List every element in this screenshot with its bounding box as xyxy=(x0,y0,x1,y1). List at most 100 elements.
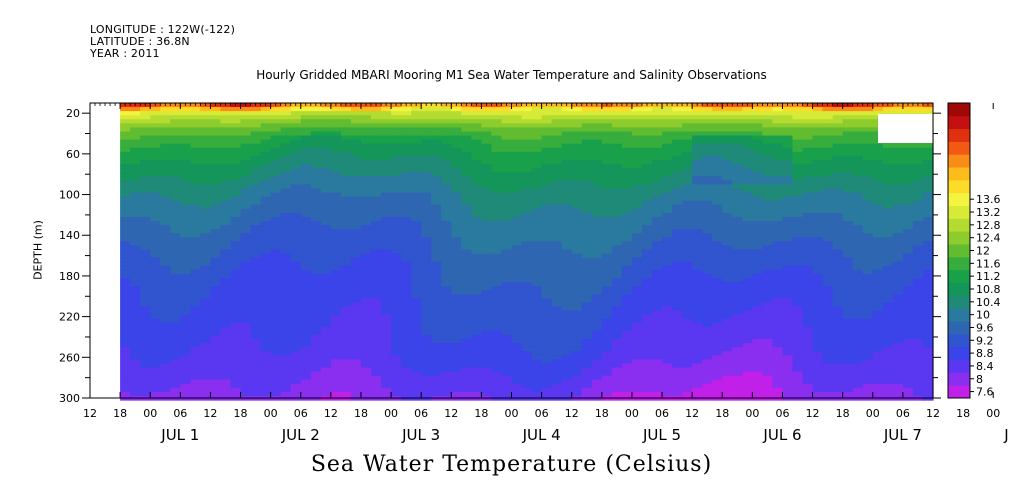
heatmap-cell xyxy=(320,241,332,247)
heatmap-cell xyxy=(170,159,181,165)
heatmap-cell xyxy=(521,119,533,124)
heatmap-cell xyxy=(702,257,713,263)
heatmap-cell xyxy=(340,253,352,259)
heatmap-cell xyxy=(652,269,663,275)
heatmap-cell xyxy=(682,172,693,177)
heatmap-cell xyxy=(802,188,814,194)
heatmap-cell xyxy=(531,282,543,287)
heatmap-cell xyxy=(782,229,794,234)
heatmap-cell xyxy=(712,302,723,308)
heatmap-cell xyxy=(561,221,573,226)
heatmap-cell xyxy=(722,273,733,279)
heatmap-cell xyxy=(381,302,392,308)
heatmap-cell xyxy=(300,123,312,129)
heatmap-cell xyxy=(401,139,412,145)
heatmap-cell xyxy=(451,314,462,320)
heatmap-cell xyxy=(501,371,513,377)
heatmap-cell xyxy=(702,245,713,251)
heatmap-cell xyxy=(180,326,191,332)
heatmap-cell xyxy=(461,306,472,312)
heatmap-cell xyxy=(611,245,623,251)
heatmap-cell xyxy=(451,115,462,120)
heatmap-cell xyxy=(391,306,402,312)
heatmap-cell xyxy=(712,176,723,181)
heatmap-cell xyxy=(130,290,141,295)
heatmap-cell xyxy=(621,139,633,145)
heatmap-cell xyxy=(782,196,794,202)
heatmap-cell xyxy=(290,277,302,283)
heatmap-cell xyxy=(531,391,543,397)
heatmap-cell xyxy=(360,306,372,312)
heatmap-cell xyxy=(411,306,422,312)
heatmap-cell xyxy=(672,131,683,137)
heatmap-cell xyxy=(722,123,733,129)
heatmap-cell xyxy=(511,225,523,230)
heatmap-cell xyxy=(150,233,161,238)
heatmap-cell xyxy=(371,111,382,116)
heatmap-cell xyxy=(340,306,352,312)
heatmap-cell xyxy=(641,253,653,259)
heatmap-cell xyxy=(180,139,191,145)
heatmap-cell xyxy=(431,334,442,340)
heatmap-cell xyxy=(531,237,543,242)
heatmap-cell xyxy=(220,245,232,251)
heatmap-cell xyxy=(782,318,794,324)
heatmap-cell xyxy=(722,143,733,149)
heatmap-cell xyxy=(491,347,503,352)
heatmap-cell xyxy=(250,107,262,112)
heatmap-cell xyxy=(561,367,573,373)
heatmap-cell xyxy=(200,131,212,137)
heatmap-cell xyxy=(391,286,402,291)
heatmap-cell xyxy=(551,115,563,120)
heatmap-cell xyxy=(140,200,151,206)
heatmap-cell xyxy=(772,139,784,145)
longitude-label: LONGITUDE : 122W(-122) xyxy=(90,23,236,36)
heatmap-cell xyxy=(381,269,392,275)
heatmap-cell xyxy=(360,347,372,352)
heatmap-cell xyxy=(180,200,191,206)
heatmap-cell xyxy=(371,286,382,291)
heatmap-cell xyxy=(712,391,723,397)
heatmap-cell xyxy=(792,107,804,112)
heatmap-cell xyxy=(692,257,703,263)
heatmap-cell xyxy=(200,330,212,336)
heatmap-cell xyxy=(360,322,372,328)
heatmap-cell xyxy=(130,212,141,218)
heatmap-cell xyxy=(180,387,191,393)
heatmap-cell xyxy=(792,221,804,226)
heatmap-cell xyxy=(150,164,161,169)
heatmap-cell xyxy=(381,371,392,377)
heatmap-cell xyxy=(732,233,743,238)
heatmap-cell xyxy=(371,119,382,124)
heatmap-cell xyxy=(240,225,252,230)
heatmap-cell xyxy=(441,233,452,238)
heatmap-cell xyxy=(300,261,312,267)
heatmap-cell xyxy=(371,200,382,206)
heatmap-cell xyxy=(330,233,342,238)
heatmap-cell xyxy=(621,355,633,360)
heatmap-cell xyxy=(742,176,753,181)
heatmap-cell xyxy=(732,172,743,177)
heatmap-cell xyxy=(641,273,653,279)
heatmap-cell xyxy=(581,253,593,259)
heatmap-cell xyxy=(561,318,573,324)
heatmap-cell xyxy=(140,225,151,230)
heatmap-cell xyxy=(641,139,653,145)
heatmap-cell xyxy=(441,306,452,312)
heatmap-cell xyxy=(621,155,633,161)
heatmap-cell xyxy=(200,107,212,112)
heatmap-cell xyxy=(240,172,252,177)
heatmap-cell xyxy=(551,253,563,259)
heatmap-cell xyxy=(280,302,292,308)
heatmap-cell xyxy=(591,375,603,381)
heatmap-cell xyxy=(421,351,432,356)
heatmap-cell xyxy=(782,359,794,365)
heatmap-cell xyxy=(531,387,543,393)
heatmap-cell xyxy=(601,302,613,308)
heatmap-cell xyxy=(541,131,553,137)
heatmap-cell xyxy=(652,245,663,251)
heatmap-cell xyxy=(491,339,503,344)
heatmap-cell xyxy=(200,379,212,385)
heatmap-cell xyxy=(692,180,703,185)
heatmap-cell xyxy=(421,139,432,145)
